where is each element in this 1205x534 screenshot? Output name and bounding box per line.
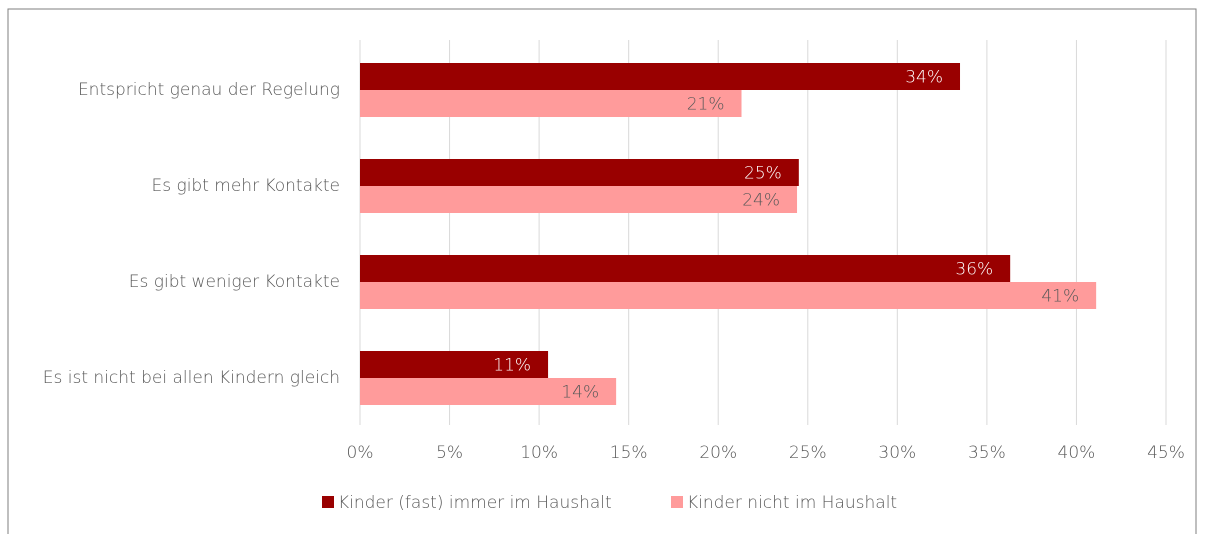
bar [360, 63, 961, 90]
data-label: 41% [1041, 287, 1079, 307]
x-tick-label: 20% [699, 443, 737, 463]
bar [360, 186, 798, 213]
x-tick-label: 25% [789, 443, 827, 463]
bar [360, 159, 799, 186]
data-label: 11% [493, 356, 531, 376]
y-tick-label: Es gibt weniger Kontakte [129, 272, 340, 292]
bar [360, 351, 549, 378]
y-tick-label: Es ist nicht bei allen Kindern gleich [43, 368, 340, 388]
x-tick-label: 30% [878, 443, 916, 463]
legend-label: Kinder (fast) immer im Haushalt [338, 493, 612, 513]
legend-label: Kinder nicht im Haushalt [687, 493, 897, 513]
legend-swatch [322, 496, 334, 508]
bar [360, 90, 742, 117]
x-tick-label: 40% [1058, 443, 1096, 463]
legend-swatch [671, 496, 683, 508]
x-tick-label: 45% [1147, 443, 1185, 463]
x-tick-label: 15% [610, 443, 648, 463]
data-label: 34% [905, 68, 943, 88]
x-tick-label: 5% [436, 443, 463, 463]
bar [360, 255, 1011, 282]
data-label: 25% [744, 164, 782, 184]
y-tick-label: Es gibt mehr Kontakte [151, 176, 340, 196]
x-tick-label: 10% [520, 443, 558, 463]
frame [7, 8, 1197, 534]
data-label: 24% [742, 191, 780, 211]
data-label: 21% [687, 95, 725, 115]
bar [360, 282, 1097, 309]
x-tick-label: 0% [347, 443, 374, 463]
data-label: 36% [955, 260, 993, 280]
x-tick-label: 35% [968, 443, 1006, 463]
bar [360, 378, 617, 405]
data-label: 14% [561, 383, 599, 403]
y-tick-label: Entspricht genau der Regelung [78, 80, 340, 100]
